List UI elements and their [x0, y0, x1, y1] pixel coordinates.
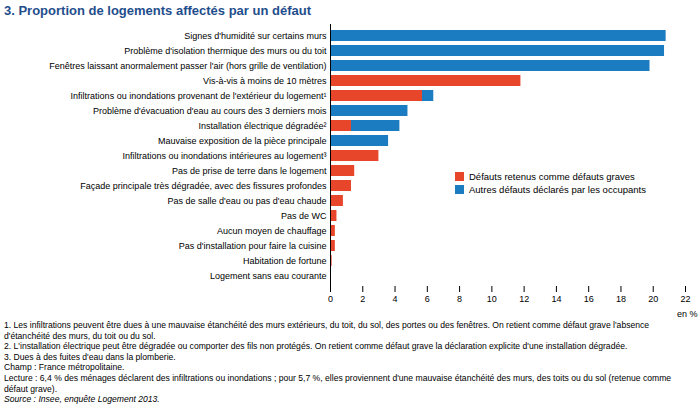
svg-text:Mauvaise exposition de la pièc: Mauvaise exposition de la pièce principa… — [158, 136, 327, 146]
html-text:Autres défauts déclarés par le: Autres défauts déclarés par les occupant… — [469, 184, 646, 195]
svg-text:4: 4 — [393, 294, 398, 304]
svg-text:14: 14 — [551, 294, 561, 304]
svg-text:20: 20 — [648, 294, 658, 304]
svg-text:Pas de salle d'eau ou pas d'ea: Pas de salle d'eau ou pas d'eau chaude — [167, 196, 326, 206]
svg-text:2: 2 — [360, 294, 365, 304]
svg-text:Pas de WC: Pas de WC — [281, 211, 327, 221]
html-text:Champ : France métropolitaine.: Champ : France métropolitaine. — [4, 362, 125, 373]
html-text:Défauts retenus comme défauts: Défauts retenus comme défauts graves — [469, 171, 635, 182]
svg-text:6: 6 — [425, 294, 430, 304]
svg-text:0: 0 — [328, 294, 333, 304]
html-text:2. L'installation électrique p: 2. L'installation électrique peut être d… — [4, 341, 628, 352]
svg-text:12: 12 — [519, 294, 529, 304]
svg-text:16: 16 — [584, 294, 594, 304]
html-text:1. Les infiltrations peuvent ê: 1. Les infiltrations peuvent être dues à… — [4, 320, 650, 341]
svg-text:Façade principale très dégradé: Façade principale très dégradée, avec de… — [80, 181, 327, 191]
html-text:3. Proportion de logements aff: 3. Proportion de logements affectés par … — [4, 3, 311, 18]
svg-text:en %: en % — [677, 309, 698, 319]
html-text:3. Dues à des fuites d'eau dan: 3. Dues à des fuites d'eau dans la plomb… — [4, 351, 176, 362]
html-text:Source : Insee, enquête Logeme: Source : Insee, enquête Logement 2013. — [4, 394, 160, 405]
svg-text:22: 22 — [680, 294, 690, 304]
svg-text:Habitation de fortune: Habitation de fortune — [243, 256, 327, 266]
svg-text:Vis-à-vis à moins de 10 mètres: Vis-à-vis à moins de 10 mètres — [203, 76, 327, 86]
svg-text:Installation électrique dégrad: Installation électrique dégradée² — [198, 121, 326, 131]
svg-text:Pas de prise de terre dans le: Pas de prise de terre dans le logement — [172, 166, 327, 176]
svg-text:18: 18 — [616, 294, 626, 304]
svg-text:10: 10 — [487, 294, 497, 304]
svg-text:Logement sans eau courante: Logement sans eau courante — [210, 271, 327, 281]
svg-text:Pas d'installation pour faire: Pas d'installation pour faire la cuisine — [179, 241, 327, 251]
html-text:Lecture : 6,4 % des ménages dé: Lecture : 6,4 % des ménages déclarent de… — [4, 373, 672, 394]
svg-text:Fenêtres laissant anormalement: Fenêtres laissant anormalement passer l'… — [49, 61, 326, 71]
svg-text:Signes d'humidité sur certains: Signes d'humidité sur certains murs — [184, 31, 327, 41]
svg-text:Infiltrations ou inondations i: Infiltrations ou inondations intérieures… — [122, 151, 326, 161]
svg-text:8: 8 — [457, 294, 462, 304]
svg-text:Problème d'isolation thermique: Problème d'isolation thermique des murs … — [124, 46, 327, 56]
svg-text:Problème d'évacuation d'eau au: Problème d'évacuation d'eau au cours des… — [93, 106, 327, 116]
svg-text:Infiltrations ou inondations p: Infiltrations ou inondations provenant d… — [71, 91, 327, 101]
svg-text:Aucun moyen de chauffage: Aucun moyen de chauffage — [217, 226, 326, 236]
